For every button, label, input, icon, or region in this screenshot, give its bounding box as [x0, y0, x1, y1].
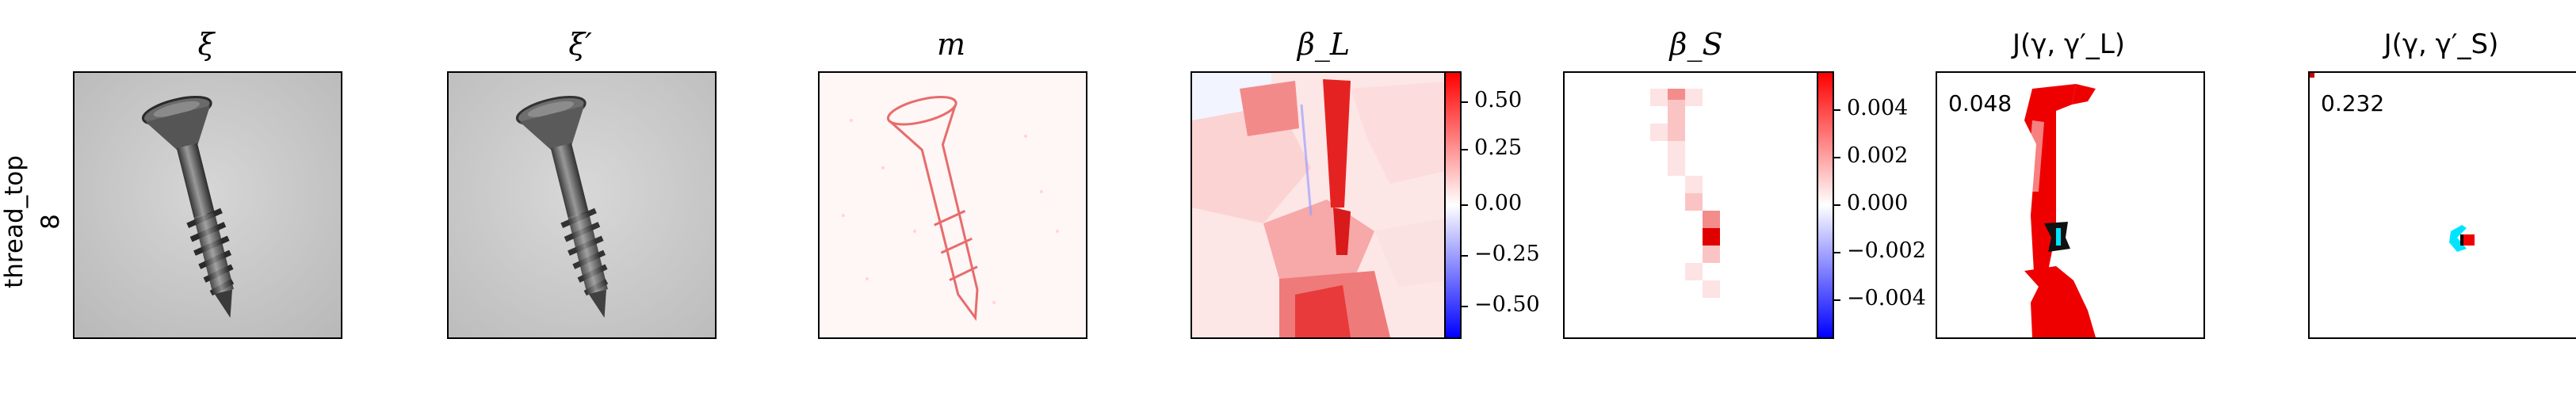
score-j-s: 0.232	[2321, 90, 2384, 116]
overlap-j-l: 0.048	[1936, 71, 2205, 339]
panel-title-beta-l: β_L	[1297, 27, 1351, 62]
row-label: thread_top 8	[0, 95, 79, 348]
panel-j-l: 0.048	[1936, 71, 2205, 339]
panel-xi	[73, 71, 342, 339]
heatmap-beta-l	[1191, 71, 1460, 339]
j-s-overlap: 0.232	[2310, 73, 2576, 337]
beta-s-heatmap	[1565, 73, 1831, 337]
image-m	[818, 71, 1087, 339]
overlap-j-s: 0.232	[2308, 71, 2576, 339]
panel-m	[818, 71, 1087, 339]
panel-title-j-s: J(γ, γ′_S)	[2383, 29, 2499, 60]
beta-l-heatmap	[1192, 73, 1458, 337]
screw-image	[75, 73, 341, 337]
mask-map	[820, 73, 1086, 337]
heatmap-beta-s	[1563, 71, 1833, 339]
row-label-name: thread_top	[0, 155, 29, 288]
panel-title-m: m	[936, 27, 966, 62]
colorbar-ticks-beta-s: 0.004 0.002 0.000 −0.002 −0.004	[1834, 96, 1926, 310]
panel-title-beta-s: β_S	[1669, 27, 1723, 62]
j-l-overlap: 0.048	[1937, 73, 2203, 337]
colorbar-beta-s	[1817, 71, 1834, 339]
panel-beta-s	[1563, 71, 1833, 339]
score-j-l: 0.048	[1948, 90, 2012, 116]
panel-title-j-l: J(γ, γ′_L)	[2012, 29, 2126, 60]
image-xi	[73, 71, 342, 339]
row-label-index: 8	[36, 214, 65, 230]
panel-beta-l	[1191, 71, 1460, 339]
panel-title-xi: ξ	[197, 27, 215, 62]
screw-reconstruction	[449, 73, 715, 337]
image-xi-prime	[447, 71, 717, 339]
panel-xi-prime	[447, 71, 717, 339]
colorbar-ticks-beta-l: 0.50 0.25 0.00 −0.25 −0.50	[1462, 88, 1540, 317]
panel-j-s: 0.232	[2308, 71, 2576, 339]
colorbar-beta-l	[1444, 71, 1462, 339]
panel-title-xi-prime: ξ′	[568, 27, 592, 62]
